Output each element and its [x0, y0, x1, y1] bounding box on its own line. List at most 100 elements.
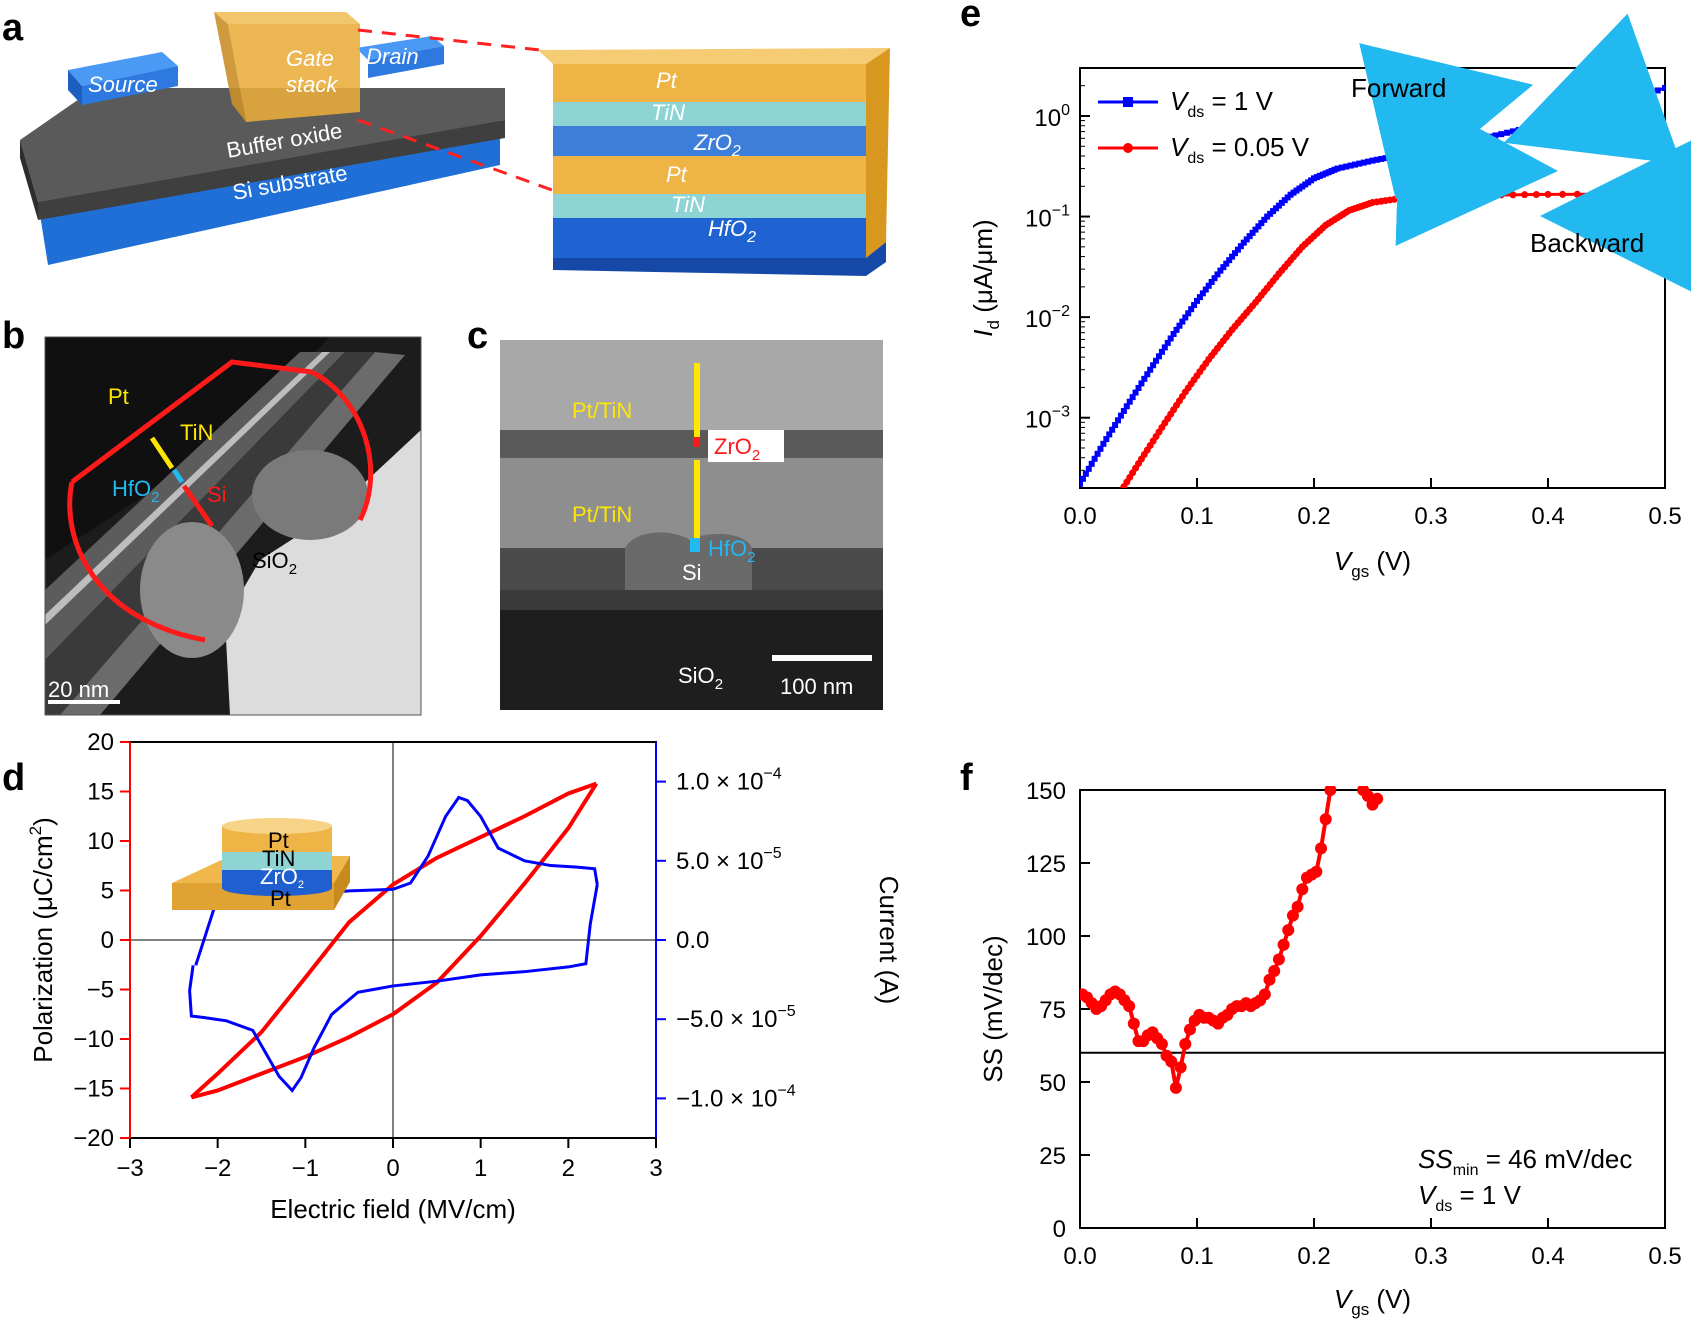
sem-c-label-sio2: SiO2: [678, 663, 723, 693]
x-tick-label: −2: [204, 1155, 231, 1182]
curve-marker: [1504, 129, 1511, 136]
curve-marker: [1603, 105, 1610, 112]
ss-marker: [1296, 883, 1309, 896]
x-axis-title: Vgs (V): [1334, 546, 1411, 581]
sem-c-scalebar: 100 nm: [780, 674, 853, 699]
polarization-loop-upper: [190, 781, 598, 1099]
inset-label-pt-bottom: Pt: [270, 886, 291, 911]
curve-marker: [1196, 294, 1203, 301]
panel-label-e: e: [960, 0, 981, 35]
curve-marker: [1138, 380, 1145, 387]
curve-marker: [1229, 253, 1236, 260]
curve-marker: [1179, 318, 1186, 325]
label-gate: Gate: [286, 46, 334, 71]
curve-marker: [1205, 282, 1212, 289]
sem-c-label-zro2: ZrO2: [714, 434, 760, 464]
tem-b-label-tin: TiN: [180, 420, 213, 445]
ss-curve: [1081, 789, 1333, 1089]
x-tick-label: 0.0: [1063, 503, 1096, 530]
legend-marker: [1123, 143, 1133, 153]
curve-marker: [1497, 191, 1505, 199]
y-tick-label: 50: [1039, 1070, 1066, 1097]
ss-marker: [1291, 900, 1304, 913]
curve-marker: [1115, 492, 1122, 499]
x-tick-label: 3: [649, 1155, 662, 1182]
inset-label-pt-top: Pt: [268, 828, 289, 853]
curve-marker: [1334, 165, 1341, 172]
curve-marker: [1199, 290, 1206, 297]
y-axis-title: SS (mV/dec): [978, 935, 1008, 1082]
sweep-arrows: [1359, 13, 1691, 296]
ss-marker: [1165, 1055, 1178, 1068]
label-drain: Drain: [366, 44, 419, 69]
curve-marker: [1129, 394, 1136, 401]
tem-b-scalebar: 20 nm: [48, 677, 109, 702]
curve-marker: [1153, 357, 1160, 364]
curve-marker: [1632, 190, 1640, 198]
curve-marker: [1232, 250, 1239, 257]
y-left-tick-label: −10: [73, 1026, 114, 1053]
y-left-tick-label: 20: [87, 729, 114, 756]
ss-series: [1080, 786, 1384, 1094]
curve-marker: [1082, 470, 1089, 477]
curve-marker: [1080, 480, 1083, 487]
x-tick-label: 0.1: [1180, 503, 1213, 530]
curve-marker: [1261, 216, 1268, 223]
curve-marker: [1144, 371, 1151, 378]
stack-label-hfo2: HfO2: [708, 216, 756, 246]
curve-marker: [1603, 190, 1610, 198]
curve-marker: [1486, 133, 1493, 140]
curve-marker: [1164, 339, 1171, 346]
curve-marker: [1661, 190, 1665, 198]
x-tick-label: 0.3: [1414, 503, 1447, 530]
curve-marker: [1103, 436, 1110, 443]
curve-marker: [1106, 431, 1113, 438]
y-tick-label: 10−3: [1025, 404, 1070, 434]
ss-marker: [1127, 1017, 1140, 1030]
label-stack: stack: [286, 72, 338, 97]
curve-marker: [1544, 190, 1552, 198]
curve-marker: [1445, 142, 1452, 149]
ss-marker: [1324, 786, 1337, 796]
series-0: [1080, 84, 1665, 487]
curve-marker: [1596, 106, 1603, 113]
plot-e-frame: [1079, 67, 1666, 489]
tem-image-b: Pt TiN HfO2 Si SiO2 20 nm: [44, 336, 422, 716]
curve-marker: [1208, 278, 1215, 285]
curve-marker: [1115, 417, 1122, 424]
x-tick-label: 0.1: [1180, 1243, 1213, 1270]
curve-marker: [1126, 398, 1133, 405]
curve-marker: [1167, 335, 1174, 342]
sem-c-label-hfo2: HfO2: [708, 536, 755, 566]
curve-marker: [1255, 223, 1262, 230]
ss-marker: [1319, 813, 1332, 826]
curve-marker: [1188, 306, 1195, 313]
curve-marker: [1237, 243, 1244, 250]
x-axis-title: Vgs (V): [1334, 1284, 1411, 1319]
curve-marker: [1474, 136, 1481, 143]
tem-b-label-sio2: SiO2: [252, 548, 297, 578]
stack-label-pt-top: Pt: [656, 68, 678, 93]
tem-b-label-si: Si: [207, 482, 227, 507]
x-tick-label: 1: [474, 1155, 487, 1182]
curve-marker: [1112, 497, 1119, 504]
ss-marker: [1258, 988, 1271, 1001]
y-right-tick-label: 0.0: [676, 927, 709, 954]
panel-label-f: f: [960, 757, 973, 799]
curve-marker: [1132, 389, 1139, 396]
curve-marker: [1617, 190, 1625, 198]
curve-marker: [1120, 407, 1127, 414]
device-schematic: Source Gate stack Drain Buffer oxide Si …: [20, 12, 553, 265]
curve-marker: [1486, 191, 1493, 199]
curve-marker: [1422, 147, 1429, 154]
ss-marker: [1268, 965, 1281, 978]
curve-marker: [1338, 164, 1345, 171]
curve-marker: [1150, 362, 1157, 369]
curve-marker: [1080, 475, 1086, 482]
y-left-tick-label: −5: [87, 977, 114, 1004]
curve-marker: [1170, 330, 1177, 337]
y-axis-title: Id (μA/μm): [968, 219, 1003, 336]
polarization-loop-lower: [190, 782, 599, 1100]
curve-marker: [1521, 191, 1529, 199]
